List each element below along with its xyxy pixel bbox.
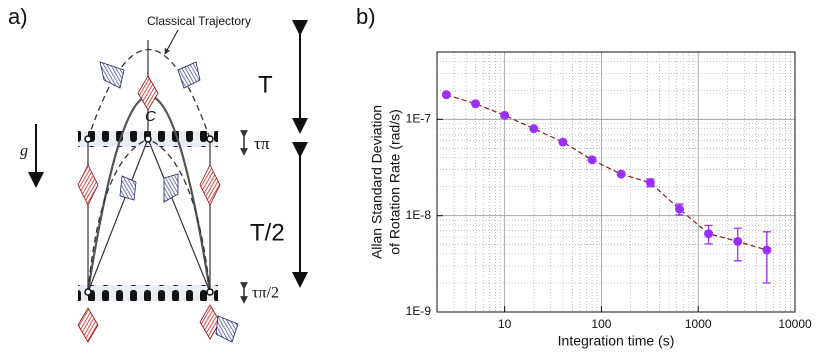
laser-pulse <box>78 285 218 301</box>
data-point <box>645 178 655 188</box>
trajectory-label: Classical Trajectory <box>147 14 251 28</box>
chart: b) Integration time (s) Allan Standard D… <box>356 4 812 349</box>
pulse-label: τπ/2 <box>252 285 279 302</box>
data-point <box>529 124 539 134</box>
pulse-label: τπ <box>254 134 270 153</box>
panel-label: a) <box>8 4 28 29</box>
x-tick-label: 100 <box>591 317 611 331</box>
x-tick-label: 10 <box>498 317 512 331</box>
y-tick-label: 1E-9 <box>406 304 432 318</box>
y-axis-label: of Rotation Rate (rad/s) <box>387 109 403 255</box>
data-point <box>558 137 568 147</box>
plot-frame <box>436 51 796 313</box>
trend-line <box>446 94 768 251</box>
data-point <box>441 90 451 100</box>
y-tick-label: 1E-8 <box>406 208 432 222</box>
data-point <box>762 245 772 255</box>
diagram: a) Classical Trajectory C g <box>8 4 308 343</box>
data-point <box>674 204 684 214</box>
path <box>87 138 211 293</box>
y-tick-label: 1E-7 <box>406 112 432 126</box>
atom-red <box>77 75 221 343</box>
y-axis-label: Allan Standard Deviation <box>369 105 385 259</box>
data-point <box>500 110 510 120</box>
panel-label: b) <box>356 4 376 29</box>
nodes <box>84 135 214 296</box>
data-point <box>471 99 481 109</box>
time-label: T <box>258 71 273 98</box>
path <box>87 48 211 140</box>
trajectory <box>86 94 212 293</box>
path <box>87 137 211 293</box>
gravity-label: g <box>20 143 28 160</box>
data-point <box>704 229 714 239</box>
x-tick-label: 1000 <box>685 317 712 331</box>
x-axis-label: Integration time (s) <box>558 333 675 349</box>
time-label: T/2 <box>250 219 285 246</box>
error-bar <box>762 231 771 284</box>
data-point <box>733 236 743 246</box>
pointer <box>164 29 179 55</box>
data-point <box>587 155 597 165</box>
atom-blue <box>99 61 239 343</box>
point-label: C <box>145 108 156 125</box>
data-point <box>616 169 626 179</box>
x-tick-label: 10000 <box>778 317 812 331</box>
